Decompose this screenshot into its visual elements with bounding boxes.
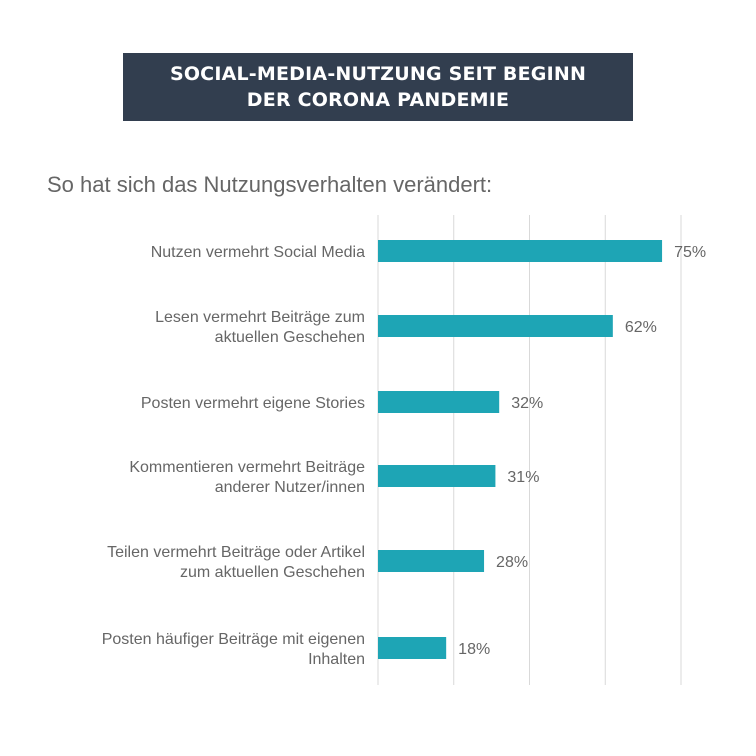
value-label: 18%: [458, 641, 490, 658]
category-label: Posten vermehrt eigene Stories: [141, 395, 365, 412]
value-label: 62%: [625, 319, 657, 336]
category-label: anderer Nutzer/innen: [215, 479, 365, 496]
bar: [378, 637, 447, 659]
chart-title-banner: SOCIAL-MEDIA-NUTZUNG SEIT BEGINN DER COR…: [123, 53, 633, 121]
value-label: 28%: [496, 554, 528, 571]
category-label: Inhalten: [308, 651, 365, 668]
bar: [378, 550, 485, 572]
value-label: 32%: [511, 395, 543, 412]
bar: [378, 465, 496, 487]
category-label: Teilen vermehrt Beiträge oder Artikel: [107, 544, 365, 561]
bar: [378, 240, 663, 262]
chart-title-line2: DER CORONA PANDEMIE: [246, 89, 510, 111]
chart-subtitle: So hat sich das Nutzungsverhalten veränd…: [47, 172, 493, 197]
category-label: aktuellen Geschehen: [215, 329, 365, 346]
value-label: 31%: [507, 469, 539, 486]
category-label: Kommentieren vermehrt Beiträge: [129, 459, 365, 476]
bar: [378, 315, 613, 337]
bar: [378, 391, 500, 413]
category-label: zum aktuellen Geschehen: [180, 564, 365, 581]
category-label: Nutzen vermehrt Social Media: [151, 244, 365, 261]
chart-title-line1: SOCIAL-MEDIA-NUTZUNG SEIT BEGINN: [169, 63, 587, 85]
value-label: 75%: [674, 244, 706, 261]
category-label: Posten häufiger Beiträge mit eigenen: [102, 631, 365, 648]
category-label: Lesen vermehrt Beiträge zum: [155, 309, 365, 326]
